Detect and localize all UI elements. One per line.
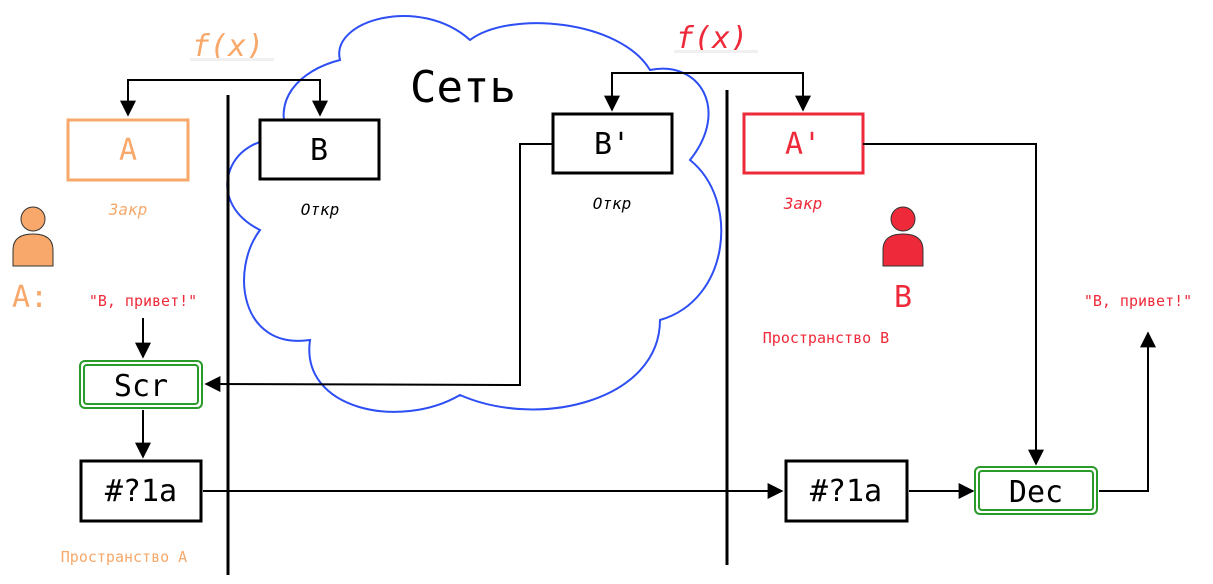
function-label-left-shadow — [190, 58, 274, 61]
scr-box-outer — [79, 360, 203, 409]
key-B-label: B — [310, 133, 328, 168]
cipher-label-right: #?1a — [810, 474, 882, 509]
arrow-Bprime-to-scr — [204, 143, 553, 393]
key-B-box — [258, 118, 381, 181]
key-Aprime-label: A' — [785, 127, 821, 162]
dec-box-outer — [974, 466, 1098, 515]
dec-label: Dec — [1009, 475, 1063, 510]
scr-box-inner — [83, 364, 199, 405]
dec-box-inner — [978, 470, 1094, 511]
cipher-box-right — [784, 459, 909, 523]
user-B-person-icon — [882, 206, 924, 267]
user-A-label: A: — [12, 280, 48, 315]
cipher-box-left — [79, 459, 203, 523]
arrow-Aprime-to-dec — [863, 143, 1044, 466]
network-label: Сеть — [410, 62, 516, 113]
keygen-bracket-left — [127, 79, 321, 110]
key-Bprime-label: B' — [594, 127, 630, 162]
key-A-label: A — [119, 133, 137, 168]
key-A-caption: Закр — [108, 200, 148, 219]
key-B-caption: Откр — [301, 200, 340, 219]
space-label-B: Пространство В — [763, 329, 889, 347]
key-A-box — [66, 118, 190, 182]
function-label-right-shadow — [674, 50, 758, 53]
key-Bprime-caption: Откр — [593, 194, 632, 213]
user-A-person-icon — [12, 206, 54, 267]
key-Bprime-box — [551, 112, 674, 175]
message-right: "B, привет!" — [1084, 292, 1192, 310]
keygen-bracket-right — [611, 72, 804, 105]
scr-label: Scr — [114, 369, 168, 404]
key-Aprime-caption: Закр — [783, 194, 823, 213]
message-left: "B, привет!" — [89, 292, 197, 310]
arrow-dec-to-message — [1099, 331, 1156, 492]
cipher-label-left: #?1a — [105, 474, 177, 509]
user-B-label: B — [894, 280, 912, 315]
space-label-A: Пространство А — [61, 548, 187, 566]
